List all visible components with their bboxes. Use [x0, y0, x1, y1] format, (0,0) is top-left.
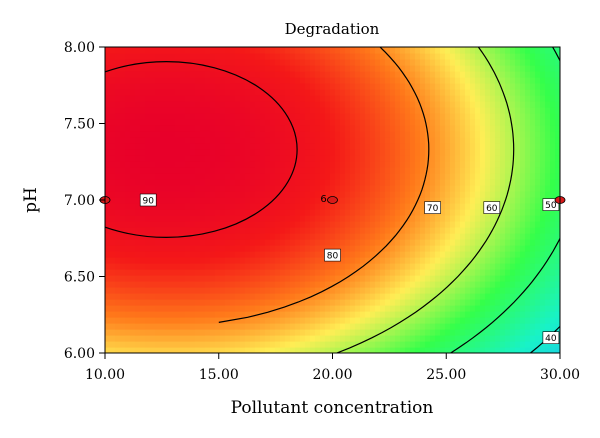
contour-label-box-90 — [139, 193, 157, 207]
x-tick-label: 10.00 — [85, 367, 125, 383]
contour-line-60 — [450, 47, 560, 353]
x-tick-label: 20.00 — [312, 367, 352, 383]
x-tick-label: 30.00 — [540, 367, 580, 383]
contour-label-80: 80 — [327, 252, 339, 262]
x-tick-label: 25.00 — [426, 367, 466, 383]
contour-lines — [105, 47, 600, 353]
contour-label-90: 90 — [142, 197, 154, 207]
contour-label-box-70 — [424, 201, 441, 214]
y-tick-label: 6.50 — [64, 270, 95, 286]
design-point-count: 6 — [320, 194, 326, 205]
y-tick-label: 7.50 — [64, 117, 95, 133]
heatmap-fill — [105, 47, 560, 353]
design-point — [327, 196, 338, 204]
contour-line-90 — [105, 61, 298, 238]
contour-labels: 90 80 70 60 50 40 — [139, 193, 560, 345]
contour-label-50: 50 — [545, 201, 557, 211]
contour-line-80 — [218, 47, 430, 323]
contour-label-box-50 — [542, 198, 560, 211]
y-tick-label: 7.00 — [64, 193, 95, 209]
y-axis-ticks: 6.00 6.50 7.00 7.50 8.00 — [64, 40, 105, 362]
contour-line-70 — [336, 47, 515, 353]
contour-label-40: 40 — [545, 334, 557, 344]
contour-label-60: 60 — [486, 204, 498, 214]
y-tick-label: 8.00 — [64, 40, 95, 56]
x-axis-label: Pollutant concentration — [231, 398, 434, 418]
x-axis-ticks: 10.00 15.00 20.00 25.00 30.00 — [85, 353, 580, 383]
y-axis-label: pH — [21, 187, 41, 213]
contour-label-box-80 — [324, 248, 341, 262]
contour-label-box-60 — [483, 201, 501, 214]
contour-line-40 — [596, 47, 600, 353]
x-tick-label: 15.00 — [199, 367, 239, 383]
contour-label-70: 70 — [427, 204, 439, 214]
contour-label-box-40 — [542, 331, 560, 345]
y-tick-label: 6.00 — [64, 346, 95, 362]
chart-title: Degradation — [285, 20, 380, 38]
